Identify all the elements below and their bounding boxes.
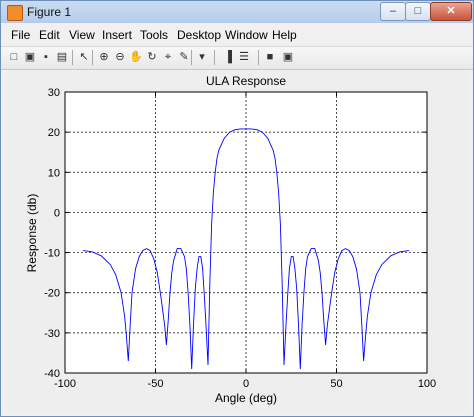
menu-bar: File Edit View Insert Tools Desktop Wind… [1, 25, 473, 45]
menu-help[interactable]: Help [272, 28, 297, 42]
close-button[interactable]: ✕ [430, 2, 472, 21]
minimize-button[interactable]: – [380, 2, 406, 21]
y-tick-label: 0 [54, 207, 60, 219]
menu-tools[interactable]: Tools [140, 28, 169, 42]
y-tick-label: 20 [48, 127, 60, 139]
y-tick-label: -10 [44, 248, 60, 260]
zoom-in-icon[interactable]: ⊕ [99, 51, 109, 63]
menu-window[interactable]: Window [225, 28, 268, 42]
edit-plot-arrow-icon[interactable]: ↖ [79, 51, 89, 63]
x-tick-labels: -100 -50 0 50 100 [54, 378, 436, 390]
menu-file[interactable]: File [11, 28, 31, 42]
menu-desktop[interactable]: Desktop [177, 28, 222, 42]
zoom-out-icon[interactable]: ⊖ [115, 51, 125, 63]
y-tick-label: -40 [44, 368, 60, 380]
x-tick-label: -100 [54, 378, 76, 390]
window-title: Figure 1 [27, 5, 72, 19]
maximize-button[interactable]: □ [405, 2, 431, 21]
insert-colorbar-icon[interactable]: ▐ [224, 51, 232, 63]
link-plot-icon[interactable]: ▾ [199, 51, 205, 63]
save-icon[interactable]: ▪ [44, 51, 48, 63]
y-tick-labels: -40 -30 -20 -10 0 10 20 30 [44, 87, 60, 380]
response-line [83, 128, 409, 370]
menu-view[interactable]: View [69, 28, 95, 42]
hide-plot-tools-icon[interactable]: ■ [266, 51, 274, 63]
title-bar[interactable]: Figure 1 – □ ✕ [1, 1, 473, 23]
x-tick-label: -50 [148, 378, 164, 390]
print-icon[interactable]: ▤ [56, 51, 68, 63]
toolbar-separator [191, 50, 192, 65]
y-tick-label: -20 [44, 288, 60, 300]
new-figure-icon[interactable]: □ [10, 51, 18, 63]
toolbar-separator [72, 50, 73, 65]
figure-toolbar: □ ▣ ▪ ▤ ↖ ⊕ ⊖ ✋ ↻ ⌖ ✎ ▾ ▐ ☰ ■ ▣ [1, 46, 473, 70]
open-file-icon[interactable]: ▣ [24, 51, 36, 63]
toolbar-separator [92, 50, 93, 65]
show-plot-tools-icon[interactable]: ▣ [282, 51, 294, 63]
x-tick-label: 50 [330, 378, 342, 390]
menu-edit[interactable]: Edit [39, 28, 60, 42]
chart-title: ULA Response [206, 74, 286, 88]
pan-icon[interactable]: ✋ [129, 51, 143, 63]
y-tick-label: 30 [48, 87, 60, 99]
y-axis-label: Response (db) [25, 194, 39, 273]
toolbar-separator [214, 50, 215, 65]
matlab-figure-icon [7, 5, 23, 21]
brush-icon[interactable]: ✎ [179, 51, 189, 63]
x-axis-label: Angle (deg) [215, 391, 277, 405]
figure-canvas: -100 -50 0 50 100 -40 -30 -20 -10 0 10 20 30 ULA Re… [7, 71, 467, 411]
insert-legend-icon[interactable]: ☰ [239, 51, 249, 63]
x-tick-label: 100 [418, 378, 436, 390]
rotate-3d-icon[interactable]: ↻ [147, 51, 157, 63]
tick-marks [64, 91, 428, 374]
menu-insert[interactable]: Insert [102, 28, 133, 42]
y-tick-label: 10 [48, 167, 60, 179]
grid-lines [65, 92, 427, 373]
x-tick-label: 0 [243, 378, 249, 390]
y-tick-label: -30 [44, 328, 60, 340]
toolbar-separator [258, 50, 259, 65]
data-cursor-icon[interactable]: ⌖ [164, 51, 172, 63]
